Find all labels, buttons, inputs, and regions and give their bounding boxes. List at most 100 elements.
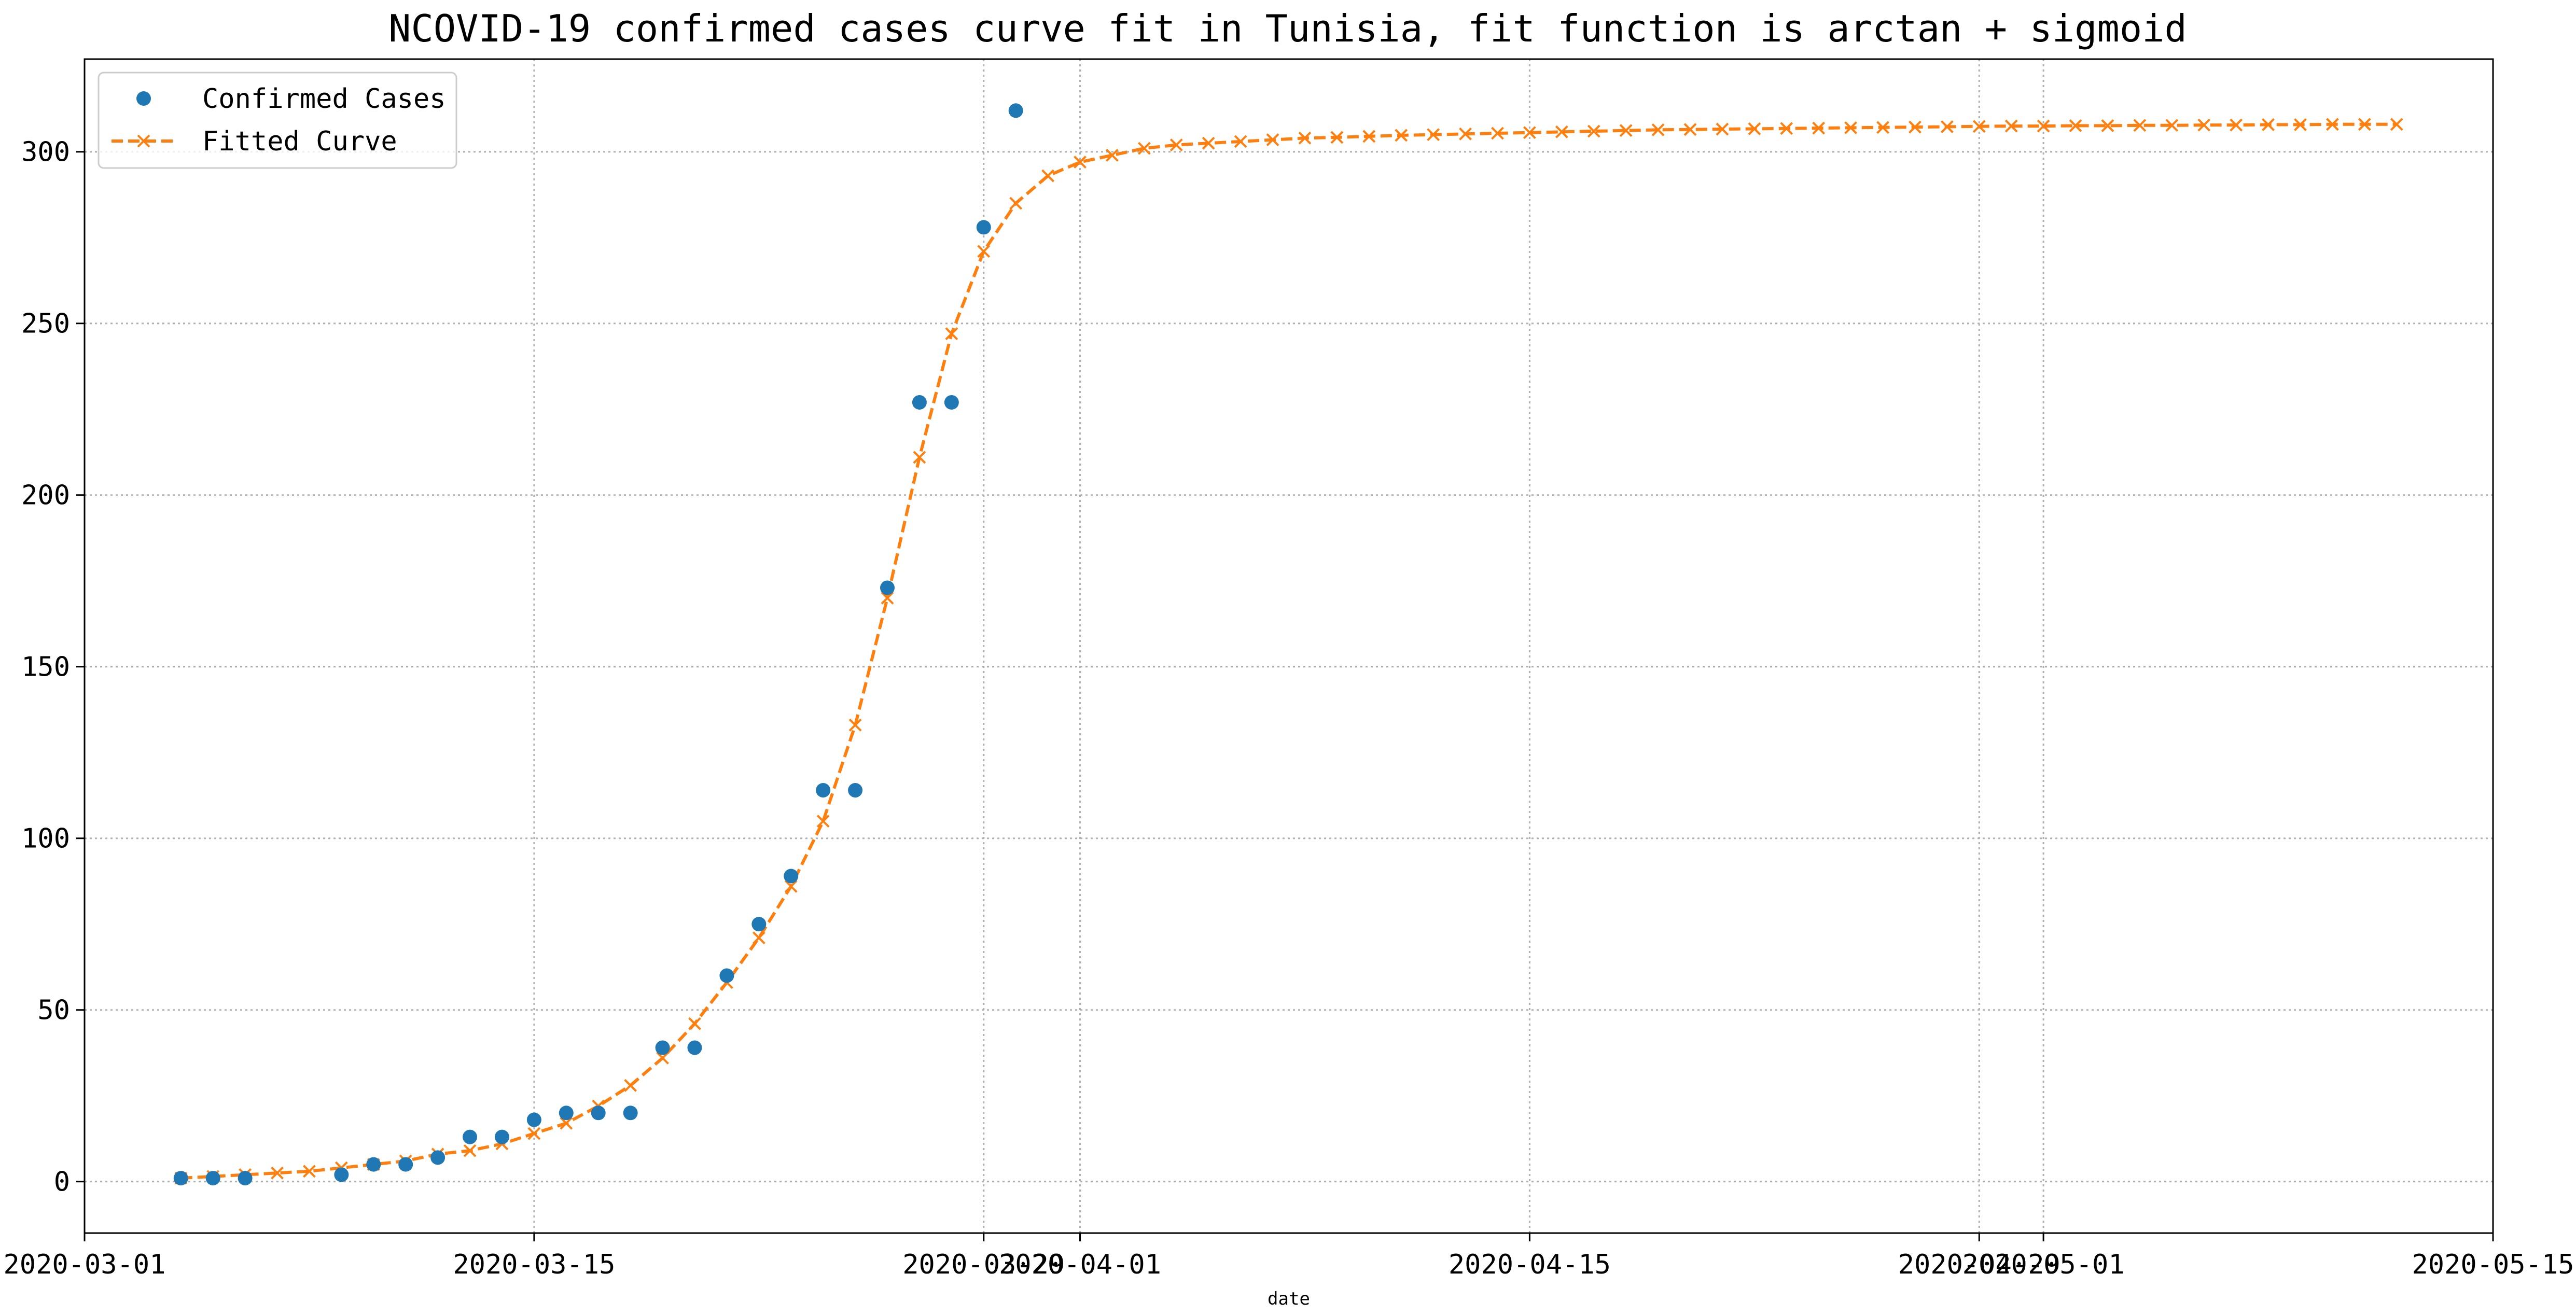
fitted-curve-point: [1330, 131, 1344, 144]
fitted-curve-point: [816, 815, 830, 828]
x-tick-label: 2020-03-01: [3, 1249, 165, 1280]
fitted-curve-point: [2197, 118, 2211, 132]
plot-series: [173, 103, 2403, 1186]
fitted-curve-point: [1491, 127, 1504, 140]
x-tick-label: 2020-03-15: [453, 1249, 615, 1280]
fitted-curve-point: [1395, 129, 1408, 142]
legend-marker-confirmed: [136, 91, 151, 106]
fitted-curve-point: [2230, 118, 2243, 132]
plot-frame: [83, 58, 2494, 1234]
confirmed-case-point: [526, 1112, 541, 1127]
fitted-curve-point: [977, 245, 991, 258]
x-tick-label: 2020-04-29: [1898, 1249, 2060, 1280]
x-axis-label: date: [1268, 1289, 1310, 1309]
axis-ticks: 2020-03-01 2020-03-15 2020-03-292020-04-01…: [3, 137, 2574, 1280]
fitted-curve-point: [1587, 124, 1600, 138]
fitted-curve-point: [271, 1166, 284, 1180]
legend: Confirmed Cases Fitted Curve: [98, 72, 457, 169]
y-tick-label: 50: [37, 995, 70, 1026]
fitted-curve-point: [1202, 136, 1215, 150]
y-tick-label: 300: [21, 137, 70, 168]
confirmed-case-point: [880, 580, 895, 595]
fitted-curve-point: [1716, 122, 1729, 136]
x-tick-label: 2020-05-15: [2412, 1249, 2574, 1280]
confirmed-case-point: [238, 1171, 253, 1186]
fitted-curve-point: [1812, 121, 1826, 135]
fitted-curve-point: [1298, 131, 1312, 145]
y-tick-label: 250: [21, 309, 70, 340]
x-tick-label: 2020-03-29: [902, 1249, 1065, 1280]
confirmed-case-point: [591, 1106, 606, 1121]
confirmed-case-point: [848, 783, 863, 798]
fitted-curve-point: [2004, 119, 2018, 133]
fitted-curve-point: [2101, 119, 2114, 132]
fitted-curve-point: [2262, 118, 2275, 131]
fitted-curve-point: [1972, 120, 1986, 133]
confirmed-case-point: [623, 1106, 638, 1121]
confirmed-case-point: [976, 220, 991, 235]
fitted-curve-point: [688, 1017, 701, 1030]
fitted-curve-point: [1909, 120, 1921, 134]
fitted-curve-point: [1169, 138, 1183, 151]
fitted-curve-point: [1683, 123, 1697, 136]
fitted-curve-point: [1523, 126, 1536, 139]
fitted-curve-point: [1940, 120, 1954, 133]
x-tick-label: 2020-04-01: [999, 1249, 1161, 1280]
confirmed-case-point: [944, 395, 959, 410]
grid-lines: [83, 59, 2494, 1233]
y-tick-label: 100: [21, 823, 70, 855]
fitted-curve-point: [303, 1165, 316, 1178]
y-tick-label: 150: [21, 652, 70, 683]
x-tick-label: 2020-04-15: [1449, 1249, 1611, 1280]
confirmed-case-point: [816, 783, 831, 798]
fitted-curve-point: [1427, 128, 1440, 142]
confirmed-case-point: [655, 1040, 670, 1055]
fitted-curve-point: [1266, 133, 1279, 146]
fitted-curve-point: [1555, 125, 1568, 138]
fitted-curve-point: [1651, 123, 1665, 136]
confirmed-case-point: [334, 1167, 349, 1182]
fitted-curve-point: [848, 718, 862, 732]
confirmed-case-point: [494, 1129, 509, 1144]
fitted-curve-point: [2358, 118, 2371, 131]
fitted-curve-point: [1844, 121, 1858, 134]
fitted-curve-point: [2069, 119, 2082, 132]
fitted-curve-point: [1234, 135, 1247, 148]
confirmed-case-point: [173, 1171, 188, 1186]
fitted-curve-point: [2133, 119, 2147, 132]
fitted-curve-point: [1362, 130, 1376, 143]
fitted-curve-point: [1074, 156, 1087, 169]
fitted-curve-point: [463, 1144, 477, 1157]
confirmed-case-point: [719, 968, 734, 983]
legend-marker-fitted: [137, 134, 150, 148]
legend-box: [98, 72, 457, 169]
fitted-curve-point: [913, 451, 926, 464]
confirmed-case-point: [687, 1040, 702, 1055]
fitted-curve-line: [180, 122, 2397, 1180]
fitted-curve-point: [1748, 122, 1761, 135]
fitted-curve-point: [1106, 148, 1119, 162]
fitted-curve-point: [1009, 197, 1023, 210]
confirmed-case-point: [205, 1171, 220, 1186]
confirmed-case-point: [559, 1106, 574, 1121]
legend-label-fitted: Fitted Curve: [202, 126, 397, 157]
confirmed-case-point: [912, 395, 927, 410]
fitted-curve-point: [527, 1127, 541, 1140]
legend-label-confirmed: Confirmed Cases: [202, 83, 446, 115]
fitted-curve-point: [2294, 118, 2307, 131]
fitted-curve-point: [624, 1079, 637, 1092]
y-tick-label: 0: [54, 1167, 70, 1198]
fitted-curve-point: [2326, 118, 2339, 131]
fitted-curve-point: [1459, 127, 1472, 141]
confirmed-case-point: [366, 1157, 381, 1172]
fitted-curve-point: [2390, 118, 2403, 131]
confirmed-case-point: [751, 917, 767, 932]
fitted-curve-point: [881, 591, 894, 605]
fitted-curve-point: [2037, 119, 2050, 133]
fitted-curve-point: [945, 327, 958, 341]
fitted-curve-point: [1041, 169, 1055, 183]
fitted-curve-point: [1780, 122, 1793, 135]
fitted-curve-point: [784, 879, 798, 893]
fitted-curve-point: [1876, 121, 1889, 134]
